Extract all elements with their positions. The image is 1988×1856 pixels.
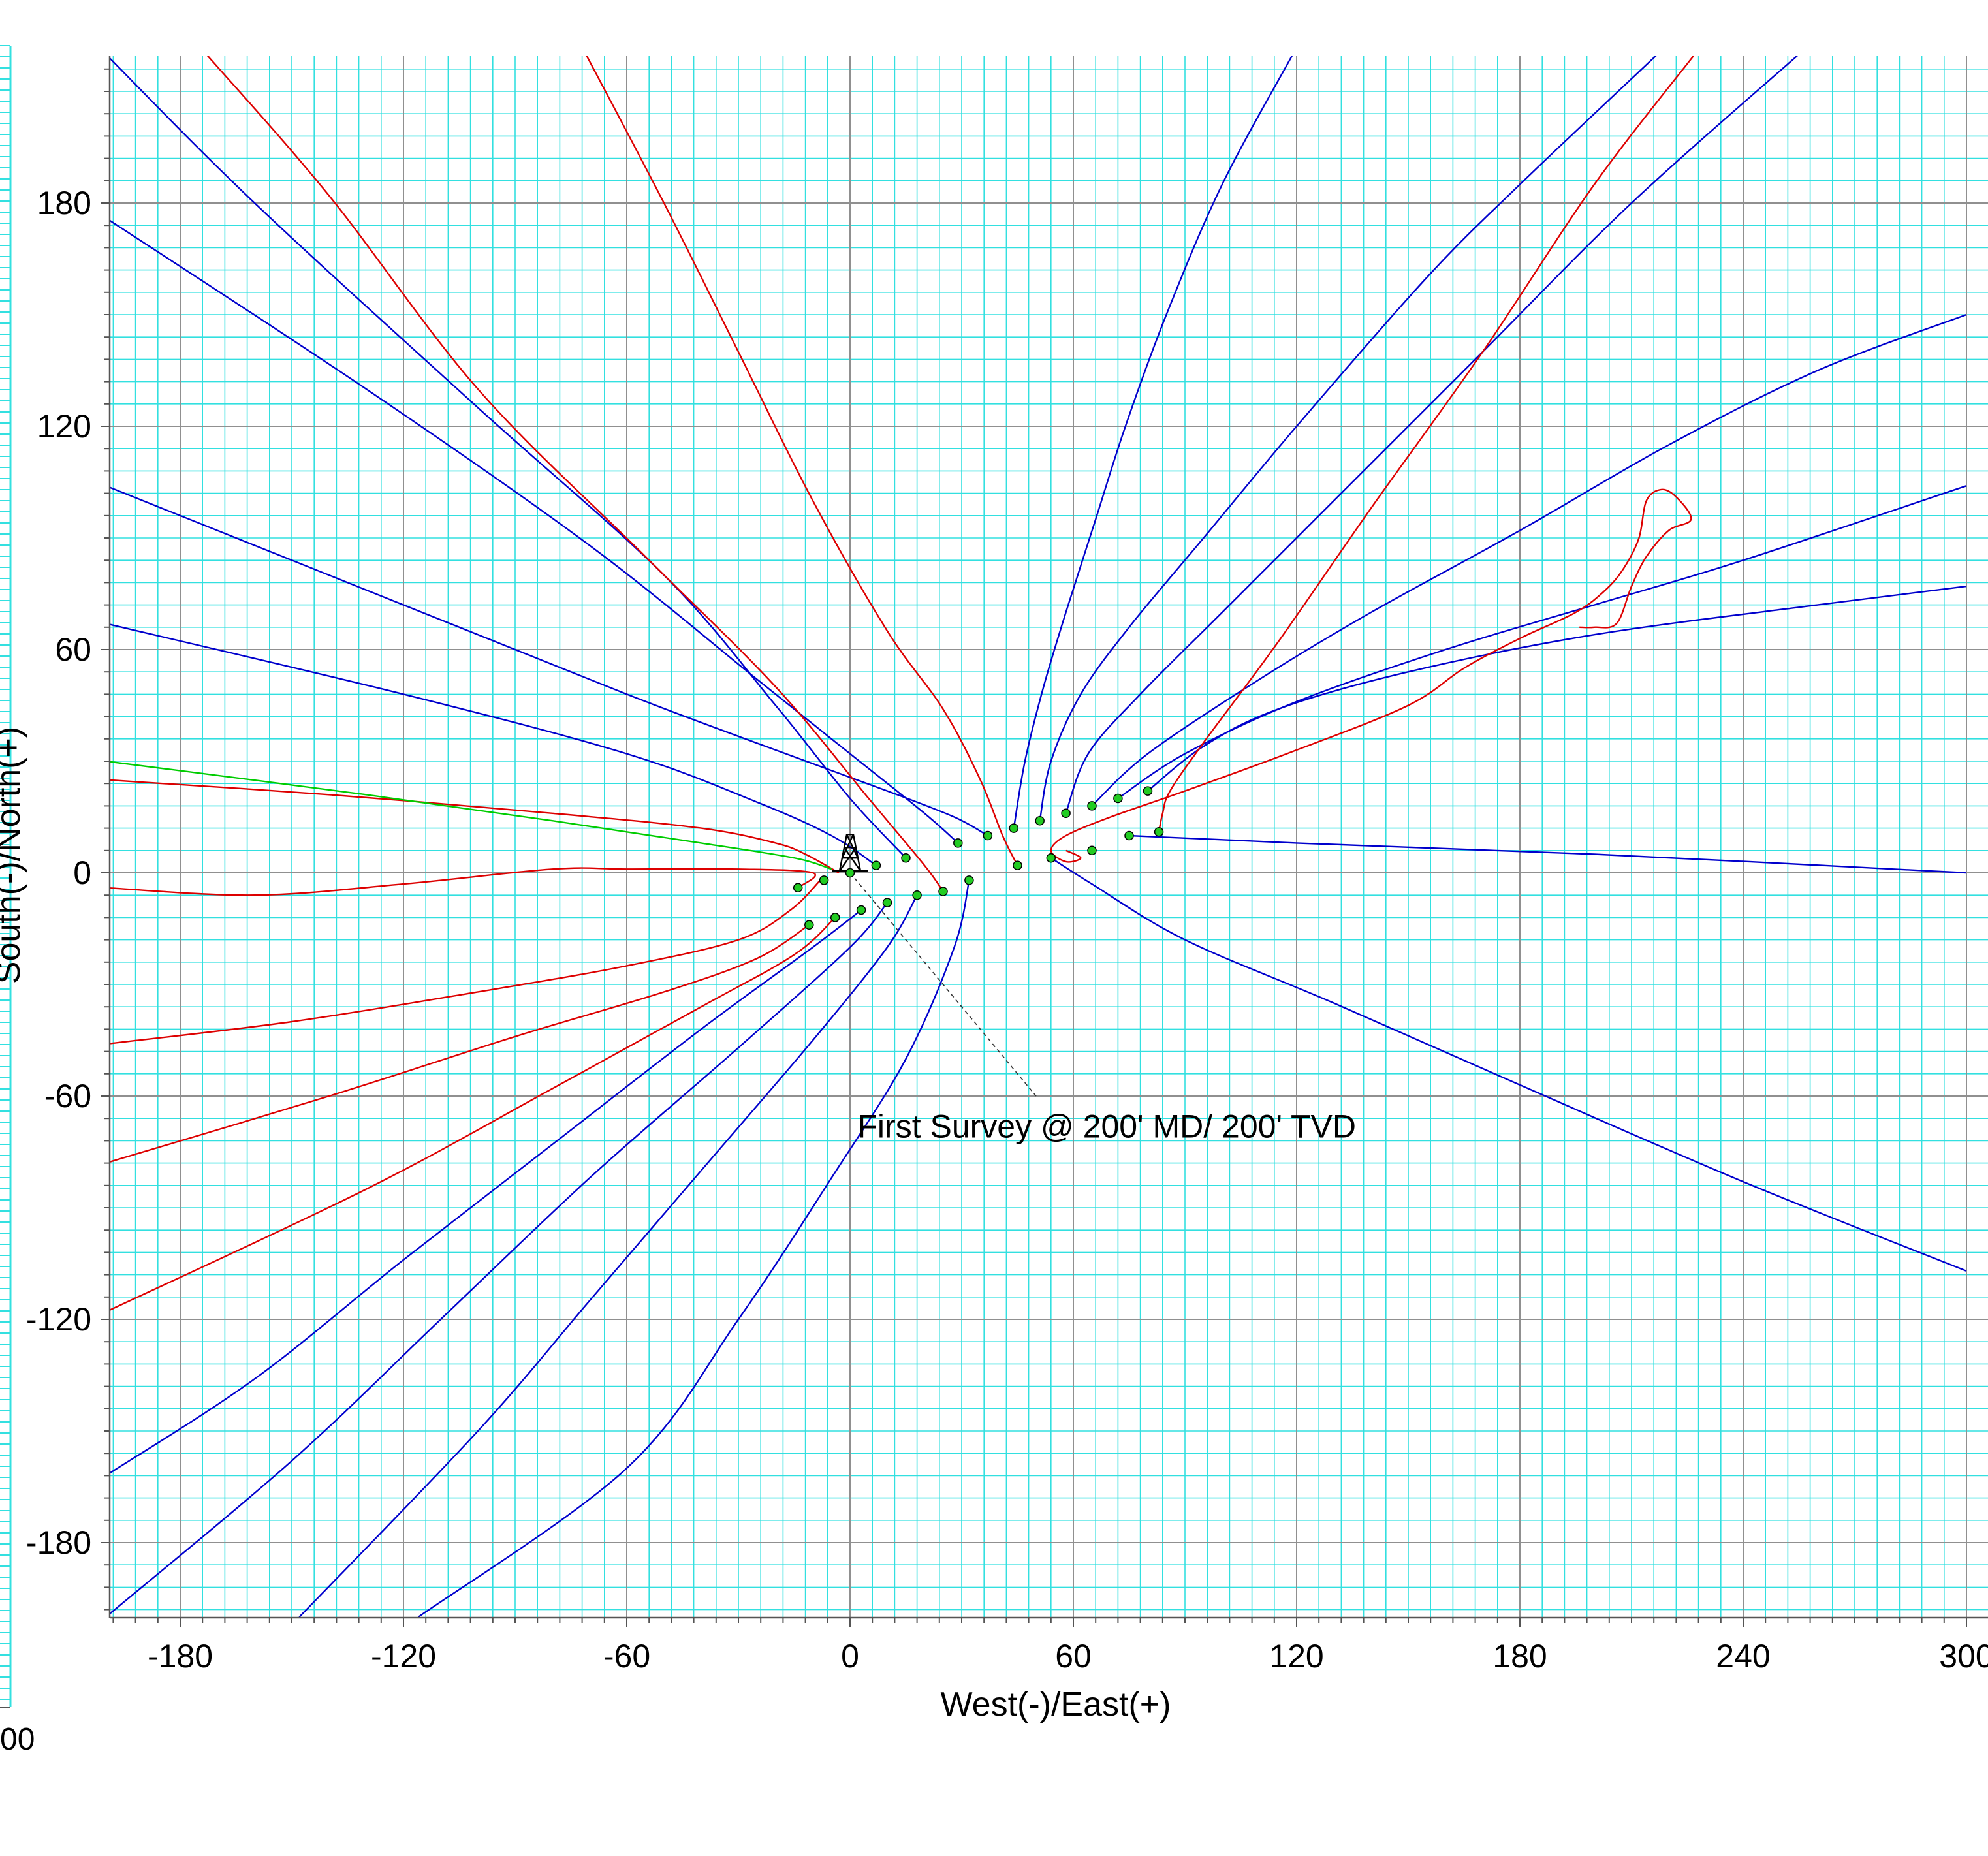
- survey-point-marker: [793, 883, 803, 893]
- x-tick-label: 60: [1055, 1638, 1092, 1675]
- survey-point-marker: [871, 860, 881, 870]
- series-layer: [110, 56, 1967, 1618]
- series-blue-wellpath-1: [110, 219, 959, 844]
- survey-point-marker: [938, 887, 948, 896]
- series-red-wellpath-18: [1158, 56, 1695, 832]
- survey-point-marker: [1035, 815, 1045, 826]
- x-tick-label: -120: [371, 1638, 436, 1675]
- x-tick-label: -60: [603, 1638, 650, 1675]
- marker-layer: [793, 786, 1164, 930]
- series-blue-wellpath-10: [1129, 834, 1967, 874]
- survey-point-marker: [1087, 845, 1097, 856]
- survey-point-marker: [1061, 808, 1071, 819]
- series-red-wellpath-23: [110, 917, 836, 1312]
- left-panel-tick-label: 00: [0, 1722, 35, 1757]
- y-axis-label: South(-)/North(+): [0, 727, 27, 984]
- survey-point-marker: [1113, 793, 1123, 804]
- survey-point-marker: [1013, 860, 1022, 870]
- survey-point-marker: [804, 920, 814, 930]
- axes-layer: [101, 56, 1988, 1627]
- y-tick-label: -60: [44, 1078, 91, 1114]
- series-red-wellpath-24: [1050, 488, 1692, 863]
- x-tick-label: 120: [1269, 1638, 1323, 1675]
- x-tick-label: 240: [1716, 1638, 1770, 1675]
- series-blue-wellpath-6: [1065, 56, 1798, 814]
- survey-point-marker: [953, 838, 963, 848]
- left-neighbor-panel-edge: [0, 45, 12, 1708]
- x-tick-label: 0: [841, 1638, 859, 1675]
- series-blue-wellpath-4: [1013, 56, 1293, 828]
- series-blue-wellpath-5: [1039, 56, 1657, 821]
- survey-point-marker: [964, 875, 974, 885]
- survey-point-marker: [1124, 830, 1134, 841]
- annotation-label: First Survey @ 200' MD/ 200' TVD: [857, 1109, 1356, 1145]
- series-red-wellpath-22: [110, 924, 810, 1163]
- rig-derrick-icon: [838, 833, 862, 872]
- series-red-wellpath-21: [110, 879, 821, 1045]
- series-green-wellpath-25: [110, 761, 832, 870]
- series-blue-wellpath-12: [110, 909, 862, 1474]
- tick-label-layer: -180 -120 -60 0 60 120 180 240 300 -180 -120 -60 0 60…: [26, 185, 1988, 1675]
- y-tick-label: 120: [37, 408, 91, 445]
- y-tick-label: 0: [73, 855, 91, 891]
- x-axis-label: West(-)/East(+): [941, 1686, 1171, 1723]
- survey-point-marker: [1154, 827, 1164, 837]
- series-blue-wellpath-9: [1147, 585, 1967, 792]
- survey-point-marker: [983, 830, 993, 841]
- series-blue-wellpath-11: [1050, 857, 1967, 1272]
- survey-point-marker: [1143, 786, 1153, 796]
- series-blue-wellpath-13: [110, 902, 888, 1615]
- series-red-wellpath-20: [110, 867, 816, 896]
- survey-point-marker: [856, 905, 866, 915]
- series-blue-wellpath-3: [110, 623, 877, 866]
- survey-point-marker: [830, 913, 840, 922]
- series-red-wellpath-17: [586, 56, 1018, 866]
- series-blue-wellpath-14: [298, 894, 918, 1618]
- survey-point-marker: [882, 898, 892, 907]
- series-blue-wellpath-0: [110, 57, 907, 859]
- series-blue-wellpath-15: [418, 880, 970, 1618]
- series-blue-wellpath-2: [110, 486, 988, 837]
- left-panel-frame: [0, 46, 12, 1707]
- y-tick-label: -120: [26, 1301, 91, 1338]
- x-tick-label: 300: [1939, 1638, 1988, 1675]
- survey-point-marker: [912, 890, 922, 900]
- y-tick-label: 180: [37, 185, 91, 221]
- survey-point-marker: [1087, 801, 1097, 811]
- survey-point-marker: [1046, 853, 1056, 863]
- x-tick-label: -180: [148, 1638, 213, 1675]
- y-tick-label: 60: [55, 631, 91, 668]
- annotation-layer: First Survey @ 200' MD/ 200' TVD: [832, 833, 1356, 1145]
- survey-point-marker: [901, 853, 911, 863]
- survey-point-marker: [1009, 823, 1019, 833]
- series-red-wellpath-19: [110, 779, 840, 874]
- series-red-wellpath-16: [206, 56, 944, 892]
- annotation-pointer: [849, 872, 1037, 1097]
- series-blue-wellpath-7: [1091, 313, 1967, 807]
- survey-point-marker: [819, 875, 829, 885]
- survey-point-marker: [845, 868, 855, 878]
- y-tick-label: -180: [26, 1524, 91, 1561]
- minor-grid: [110, 56, 1988, 1618]
- x-tick-label: 180: [1492, 1638, 1547, 1675]
- major-grid: [110, 56, 1988, 1618]
